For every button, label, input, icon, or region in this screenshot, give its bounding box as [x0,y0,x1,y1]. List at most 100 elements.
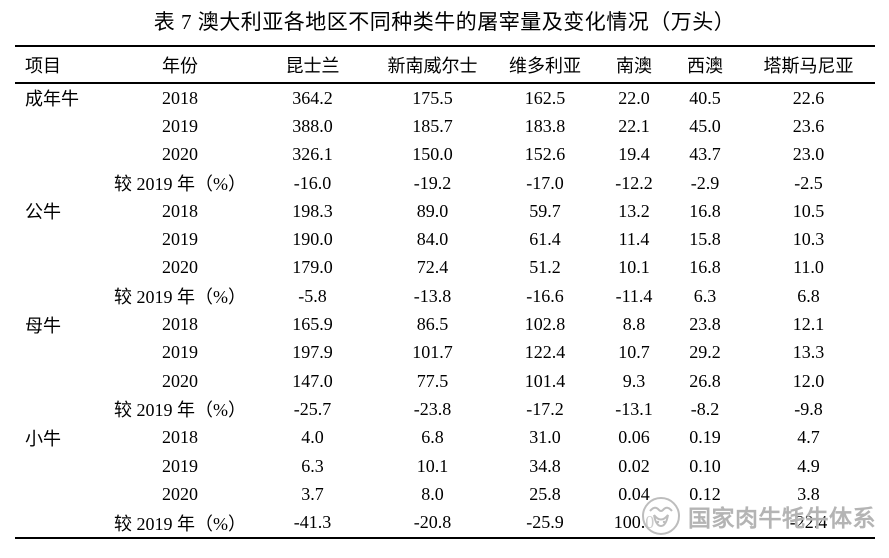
value-cell: 388.0 [292,115,333,136]
table-row: 2019 197.9 101.7 122.4 10.7 29.2 13.3 [15,339,875,367]
value-cell: -17.0 [526,172,564,193]
value-cell: 16.8 [689,257,721,278]
value-cell: 10.1 [618,257,650,278]
value-cell: -16.0 [293,172,332,193]
year-cell: 2018 [162,427,198,448]
year-cell: 2019 [162,115,198,136]
table-row: 2019 6.3 10.1 34.8 0.02 0.10 4.9 [15,452,875,480]
value-cell: -13.1 [615,398,653,419]
table-body: 成年牛 2018 364.2 175.5 162.5 22.0 40.5 22.6 2019 38… [15,83,875,538]
year-cell: 2020 [162,257,198,278]
value-cell: 6.8 [797,285,820,306]
item-cell [15,367,110,395]
item-cell [15,141,110,169]
value-cell: 183.8 [524,115,566,136]
table-title: 表 7 澳大利亚各地区不同种类牛的屠宰量及变化情况（万头） [153,10,736,34]
value-cell: -11.4 [615,285,653,306]
value-cell: -41.3 [293,512,332,533]
value-cell: 11.4 [618,229,650,250]
year-cell: 2018 [162,200,198,221]
col-header-western-australia: 西澳 [668,46,742,84]
table-header: 项目 年份 昆士兰 新南威尔士 维多利亚 南澳 西澳 塔斯马尼亚 [15,46,875,84]
value-cell: -9.8 [794,398,823,419]
table-row: 2020 179.0 72.4 51.2 10.1 16.8 11.0 [15,254,875,282]
item-cell: 成年牛 [25,89,79,110]
value-cell: 12.1 [792,314,825,335]
value-cell: 10.5 [792,200,825,221]
item-cell [15,508,110,537]
table-row: 2019 388.0 185.7 183.8 22.1 45.0 23.6 [15,112,875,140]
year-cell: 2019 [162,342,198,363]
value-cell: 40.5 [689,87,721,108]
value-cell: 0.06 [618,427,650,448]
year-cell: 2019 [162,455,198,476]
value-cell: 10.3 [792,229,825,250]
value-cell: 0.04 [618,483,650,504]
value-cell: 147.0 [292,370,333,391]
value-cell: 101.7 [412,342,453,363]
value-cell: 8.8 [622,314,646,335]
item-cell [15,254,110,282]
value-cell: 61.4 [529,229,561,250]
value-cell: 26.8 [689,370,721,391]
value-cell: 16.8 [689,200,721,221]
year-cell: 2020 [162,370,198,391]
table-row: 成年牛 2018 364.2 175.5 162.5 22.0 40.5 22.6 [15,83,875,112]
value-cell: 13.2 [618,200,650,221]
value-cell: 29.2 [689,342,721,363]
year-cell: 2019 [162,229,198,250]
header-row: 项目 年份 昆士兰 新南威尔士 维多利亚 南澳 西澳 塔斯马尼亚 [15,46,875,84]
table-row: 2020 3.7 8.0 25.8 0.04 0.12 3.8 [15,480,875,508]
slaughter-table: 项目 年份 昆士兰 新南威尔士 维多利亚 南澳 西澳 塔斯马尼亚 成年牛 2018… [15,45,875,539]
year-cell: 2020 [162,483,198,504]
col-header-item: 项目 [15,46,110,84]
value-cell: 9.3 [622,370,646,391]
table-row: 公牛 2018 198.3 89.0 59.7 13.2 16.8 10.5 [15,197,875,225]
value-cell: 34.8 [529,455,561,476]
value-cell: 13.3 [792,342,825,363]
col-header-south-australia: 南澳 [600,46,668,84]
table-row: 较 2019 年（%） -25.7 -23.8 -17.2 -13.1 -8.2 -9.8 [15,395,875,423]
value-cell: 198.3 [292,200,333,221]
year-cell: 较 2019 年（%） [114,513,246,534]
value-cell: 122.4 [524,342,566,363]
item-cell [15,112,110,140]
value-cell: -2.5 [794,172,823,193]
value-cell: 185.7 [412,115,453,136]
value-cell: -12.2 [615,172,653,193]
value-cell: 6.8 [421,427,444,448]
value-cell: -8.2 [690,398,720,419]
year-cell: 2018 [162,314,198,335]
col-header-year: 年份 [110,46,250,84]
value-cell: 31.0 [529,427,561,448]
value-cell: 326.1 [292,144,333,165]
value-cell: 22.1 [618,115,650,136]
value-cell: 165.9 [292,314,333,335]
value-cell: -2.9 [690,172,720,193]
value-cell: 0.10 [689,455,721,476]
value-cell: 43.7 [689,144,721,165]
year-cell: 较 2019 年（%） [114,400,246,421]
value-cell: 15.8 [689,229,721,250]
value-cell: 152.6 [524,144,566,165]
value-cell: 6.3 [693,285,717,306]
year-cell: 较 2019 年（%） [114,287,246,308]
table-row: 较 2019 年（%） -5.8 -13.8 -16.6 -11.4 6.3 6.8 [15,282,875,310]
value-cell: 51.2 [529,257,561,278]
value-cell: 179.0 [292,257,333,278]
value-cell: -19.2 [413,172,452,193]
item-cell [15,225,110,253]
col-header-tasmania: 塔斯马尼亚 [742,46,875,84]
value-cell [668,508,742,537]
col-header-new-south-wales: 新南威尔士 [375,46,490,84]
value-cell: 8.0 [421,483,444,504]
value-cell: 19.4 [618,144,650,165]
value-cell: 150.0 [412,144,453,165]
value-cell: -20.8 [413,512,452,533]
table-row: 2020 147.0 77.5 101.4 9.3 26.8 12.0 [15,367,875,395]
value-cell: -25.7 [293,398,332,419]
table-row: 小牛 2018 4.0 6.8 31.0 0.06 0.19 4.7 [15,424,875,452]
table-row: 2019 190.0 84.0 61.4 11.4 15.8 10.3 [15,225,875,253]
value-cell: -22.4 [789,512,828,533]
